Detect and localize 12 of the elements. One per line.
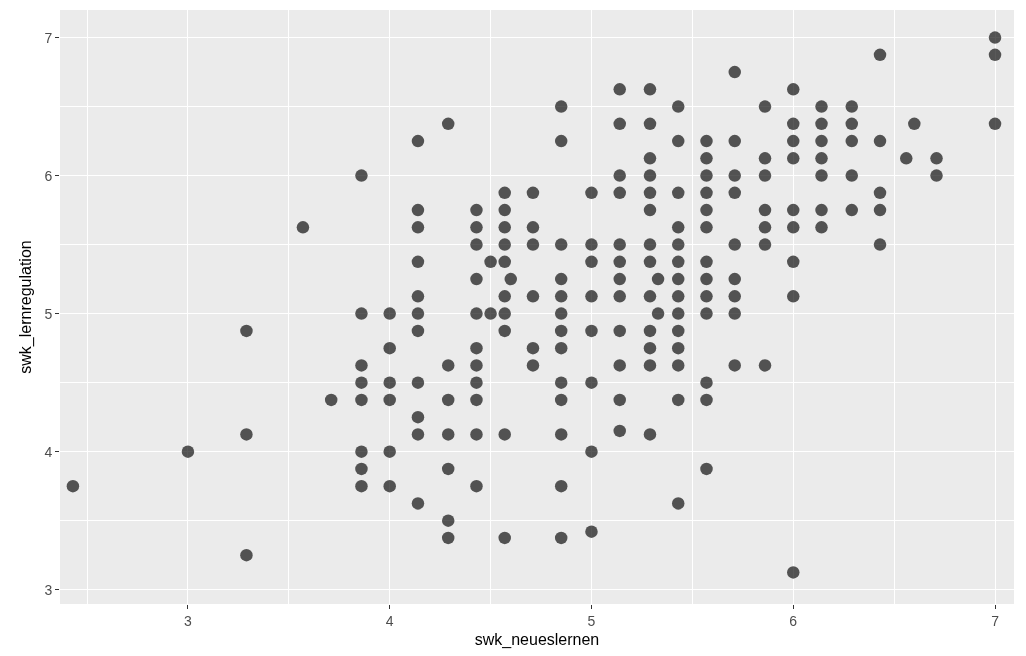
y-axis-title: swk_lernregulation <box>17 240 36 374</box>
y-tick-label: 4 <box>44 443 53 460</box>
x-tick-label: 3 <box>184 612 193 629</box>
y-tick-label: 6 <box>44 167 53 184</box>
x-tick-label: 6 <box>789 612 798 629</box>
x-tick-label: 4 <box>385 612 394 629</box>
y-tick-label: 7 <box>44 29 53 46</box>
x-axis-title: swk_neueslernen <box>474 631 600 650</box>
y-tick-label: 3 <box>44 581 53 598</box>
x-tick-label: 5 <box>587 612 596 629</box>
x-tick-label: 7 <box>991 612 1000 629</box>
y-tick-label: 5 <box>44 305 53 322</box>
